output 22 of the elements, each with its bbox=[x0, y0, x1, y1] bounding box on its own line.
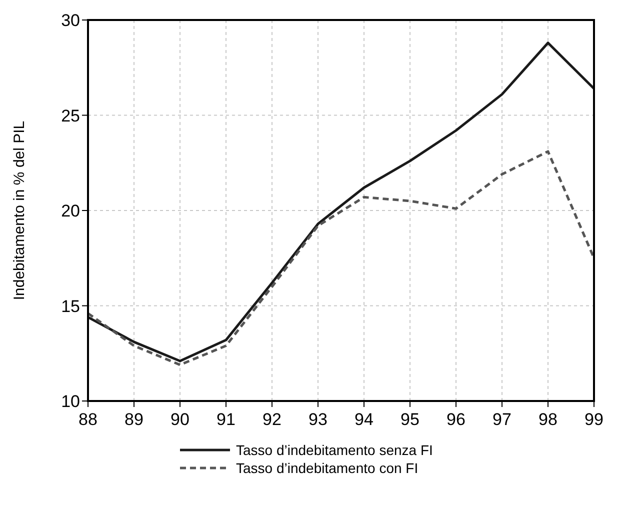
x-tick-label: 92 bbox=[262, 410, 282, 429]
y-tick-label: 30 bbox=[61, 11, 80, 30]
x-tick-label: 91 bbox=[216, 410, 236, 429]
x-tick-label: 99 bbox=[584, 410, 604, 429]
y-tick-label: 15 bbox=[61, 296, 80, 316]
line-series bbox=[86, 42, 596, 362]
x-tick-label: 98 bbox=[538, 410, 558, 429]
x-tick-label: 93 bbox=[308, 410, 328, 429]
legend-label: Tasso d’indebitamento senza FI bbox=[236, 442, 433, 458]
x-tick-label: 95 bbox=[400, 410, 420, 429]
x-tick-label: 90 bbox=[170, 410, 190, 429]
x-tick-label: 88 bbox=[78, 410, 98, 429]
y-tick-label: 10 bbox=[61, 392, 80, 411]
line-series bbox=[86, 150, 596, 366]
y-tick-label: 20 bbox=[61, 202, 80, 220]
x-tick-label: 94 bbox=[354, 410, 374, 429]
x-tick-label: 97 bbox=[492, 410, 512, 429]
y-tick-label: 25 bbox=[61, 106, 80, 126]
legend-label: Tasso d’indebitamento con FI bbox=[236, 460, 418, 476]
x-tick-label: 89 bbox=[124, 410, 144, 429]
x-tick-label: 96 bbox=[446, 410, 466, 429]
y-axis-title: Indebitamento in % del PIL bbox=[11, 120, 28, 300]
